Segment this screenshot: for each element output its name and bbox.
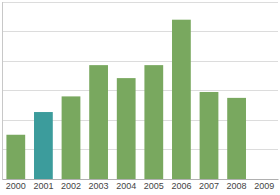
bar [227,98,246,179]
x-tick: 2002 [61,179,81,191]
grid-line [2,61,278,62]
x-tick: 2005 [144,179,164,191]
bar [200,92,219,179]
x-tick-label: 2005 [144,181,164,191]
x-tick: 2003 [89,179,109,191]
x-tick: 2000 [6,179,26,191]
x-tick-label: 2008 [227,181,247,191]
bar [62,96,81,179]
x-tick-label: 2002 [61,181,81,191]
chart: 2000 2001 2002 2003 2004 2005 2006 2007 2008 2009 [0,0,280,195]
bar [6,135,25,179]
x-tick: 2009 [254,179,274,191]
x-tick-label: 2009 [254,181,274,191]
bar [144,65,163,179]
x-tick: 2004 [116,179,136,191]
grid-line [2,2,278,3]
bar [117,78,136,179]
y-axis-line [2,2,3,179]
x-tick: 2007 [199,179,219,191]
x-tick-label: 2003 [89,181,109,191]
grid-line [2,90,278,91]
bars [6,20,246,179]
x-tick-label: 2001 [33,181,53,191]
grid [2,2,278,179]
plot: 2000 2001 2002 2003 2004 2005 2006 2007 2008 2009 [2,2,279,191]
bar [34,112,53,179]
x-tick: 2008 [227,179,247,191]
grid-line [2,31,278,32]
x-tick-label: 2006 [171,181,191,191]
x-tick: 2006 [171,179,191,191]
x-tick-label: 2000 [6,181,26,191]
x-tick-label: 2004 [116,181,136,191]
x-tick-label: 2007 [199,181,219,191]
x-axis-line [3,179,279,180]
bar [172,20,191,179]
bar [89,65,108,179]
x-tick: 2001 [33,179,53,191]
x-axis: 2000 2001 2002 2003 2004 2005 2006 2007 2008 2009 [3,179,279,191]
